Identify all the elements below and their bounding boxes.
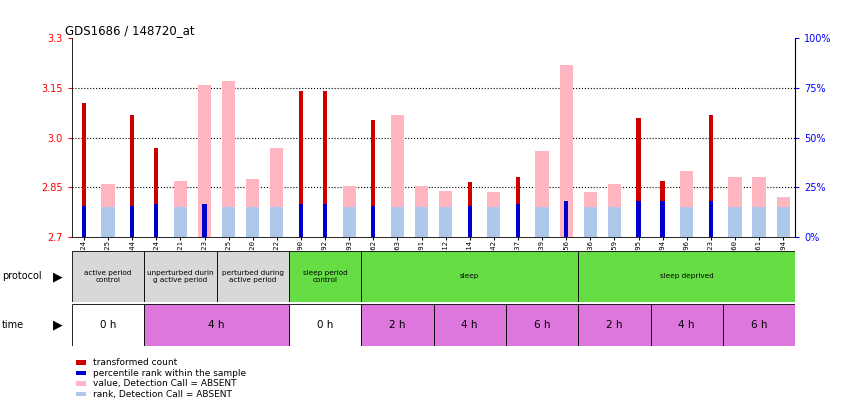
Bar bbox=[487, 207, 501, 237]
Text: 2 h: 2 h bbox=[606, 320, 623, 330]
Text: time: time bbox=[2, 320, 24, 330]
Bar bbox=[246, 207, 260, 237]
Bar bbox=[516, 204, 520, 237]
Text: 4 h: 4 h bbox=[208, 320, 225, 330]
Text: 4 h: 4 h bbox=[678, 320, 695, 330]
Bar bbox=[72, 304, 144, 346]
Bar bbox=[578, 304, 651, 346]
Text: ▶: ▶ bbox=[52, 270, 63, 283]
Bar bbox=[222, 81, 235, 237]
Bar bbox=[72, 251, 144, 302]
Bar bbox=[343, 185, 356, 237]
Text: 0 h: 0 h bbox=[100, 320, 116, 330]
Bar bbox=[154, 147, 158, 237]
Bar bbox=[752, 207, 766, 237]
Bar bbox=[299, 204, 303, 237]
Text: rank, Detection Call = ABSENT: rank, Detection Call = ABSENT bbox=[93, 390, 232, 399]
Bar bbox=[506, 304, 578, 346]
Bar bbox=[288, 251, 361, 302]
Bar bbox=[154, 204, 158, 237]
Bar bbox=[584, 207, 597, 237]
Text: active period
control: active period control bbox=[85, 270, 132, 283]
Text: sleep deprived: sleep deprived bbox=[660, 273, 714, 279]
Text: protocol: protocol bbox=[2, 271, 41, 281]
Bar bbox=[777, 197, 790, 237]
Bar bbox=[82, 103, 86, 237]
Text: 0 h: 0 h bbox=[317, 320, 333, 330]
Text: value, Detection Call = ABSENT: value, Detection Call = ABSENT bbox=[93, 379, 237, 388]
Bar bbox=[487, 192, 501, 237]
Bar bbox=[299, 92, 303, 237]
Bar bbox=[536, 151, 549, 237]
Text: unperturbed durin
g active period: unperturbed durin g active period bbox=[147, 270, 214, 283]
Bar bbox=[198, 85, 212, 237]
Bar bbox=[709, 200, 713, 237]
Bar bbox=[661, 200, 665, 237]
Bar bbox=[323, 92, 327, 237]
Bar bbox=[82, 205, 86, 237]
Bar bbox=[288, 304, 361, 346]
Bar bbox=[651, 304, 722, 346]
Bar bbox=[144, 251, 217, 302]
Bar bbox=[102, 207, 115, 237]
Bar bbox=[102, 184, 115, 237]
Bar bbox=[728, 177, 742, 237]
Bar bbox=[270, 147, 283, 237]
Bar bbox=[439, 191, 453, 237]
Text: 4 h: 4 h bbox=[461, 320, 478, 330]
Bar bbox=[270, 207, 283, 237]
Text: sleep: sleep bbox=[460, 273, 480, 279]
Bar bbox=[222, 207, 235, 237]
Bar bbox=[130, 115, 135, 237]
Bar bbox=[433, 304, 506, 346]
Bar bbox=[323, 204, 327, 237]
Bar bbox=[343, 207, 356, 237]
Bar bbox=[361, 304, 433, 346]
Text: sleep period
control: sleep period control bbox=[303, 270, 348, 283]
Bar bbox=[578, 251, 795, 302]
Text: 6 h: 6 h bbox=[750, 320, 767, 330]
Bar bbox=[636, 118, 640, 237]
Bar bbox=[173, 207, 187, 237]
Bar bbox=[361, 251, 578, 302]
Bar bbox=[559, 65, 573, 237]
Bar bbox=[607, 184, 621, 237]
Bar bbox=[202, 204, 206, 237]
Bar bbox=[468, 182, 472, 237]
Bar bbox=[415, 207, 428, 237]
Bar bbox=[144, 304, 288, 346]
Bar bbox=[415, 185, 428, 237]
Bar bbox=[217, 251, 288, 302]
Bar bbox=[680, 207, 694, 237]
Text: percentile rank within the sample: percentile rank within the sample bbox=[93, 369, 246, 377]
Bar bbox=[607, 207, 621, 237]
Text: perturbed during
active period: perturbed during active period bbox=[222, 270, 283, 283]
Bar bbox=[439, 207, 453, 237]
Bar bbox=[680, 171, 694, 237]
Bar bbox=[391, 207, 404, 237]
Bar bbox=[371, 119, 376, 237]
Bar bbox=[777, 207, 790, 237]
Text: 2 h: 2 h bbox=[389, 320, 406, 330]
Text: ▶: ▶ bbox=[52, 318, 63, 332]
Bar bbox=[173, 181, 187, 237]
Text: GDS1686 / 148720_at: GDS1686 / 148720_at bbox=[64, 24, 195, 37]
Bar bbox=[391, 115, 404, 237]
Bar bbox=[709, 115, 713, 237]
Bar bbox=[516, 177, 520, 237]
Text: 6 h: 6 h bbox=[534, 320, 551, 330]
Bar bbox=[752, 177, 766, 237]
Bar bbox=[722, 304, 795, 346]
Bar bbox=[130, 205, 135, 237]
Bar bbox=[468, 205, 472, 237]
Bar bbox=[371, 205, 376, 237]
Bar bbox=[246, 179, 260, 237]
Bar bbox=[536, 207, 549, 237]
Bar bbox=[661, 181, 665, 237]
Bar bbox=[564, 200, 569, 237]
Text: transformed count: transformed count bbox=[93, 358, 178, 367]
Bar bbox=[636, 200, 640, 237]
Bar bbox=[584, 192, 597, 237]
Bar bbox=[728, 207, 742, 237]
